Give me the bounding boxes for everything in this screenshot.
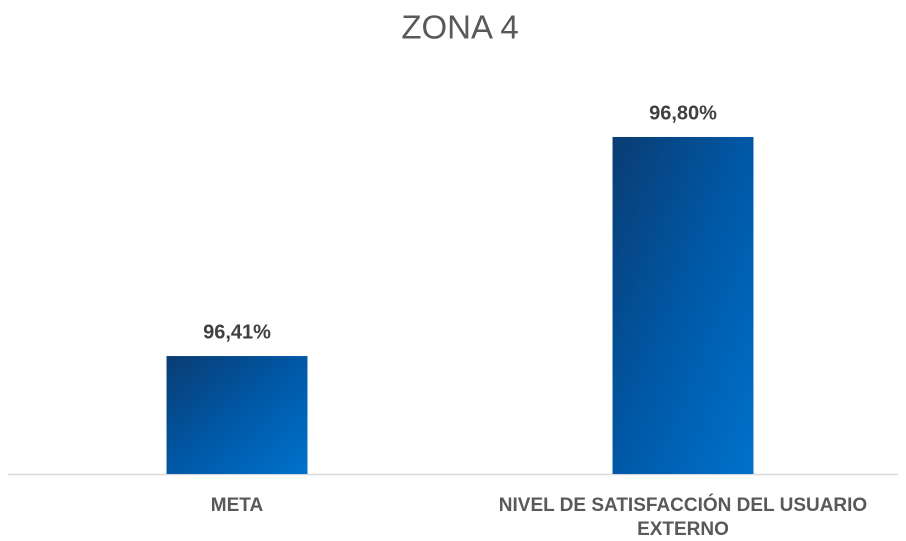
data-label: 96,41% bbox=[203, 321, 271, 343]
bar bbox=[612, 136, 754, 474]
bar bbox=[166, 356, 308, 474]
x-tick-label: NIVEL DE SATISFACCIÓN DEL USUARIO EXTERN… bbox=[498, 495, 868, 540]
data-label: 96,80% bbox=[649, 102, 717, 124]
chart-title: ZONA 4 bbox=[401, 9, 518, 46]
x-tick-label: META bbox=[210, 495, 264, 516]
